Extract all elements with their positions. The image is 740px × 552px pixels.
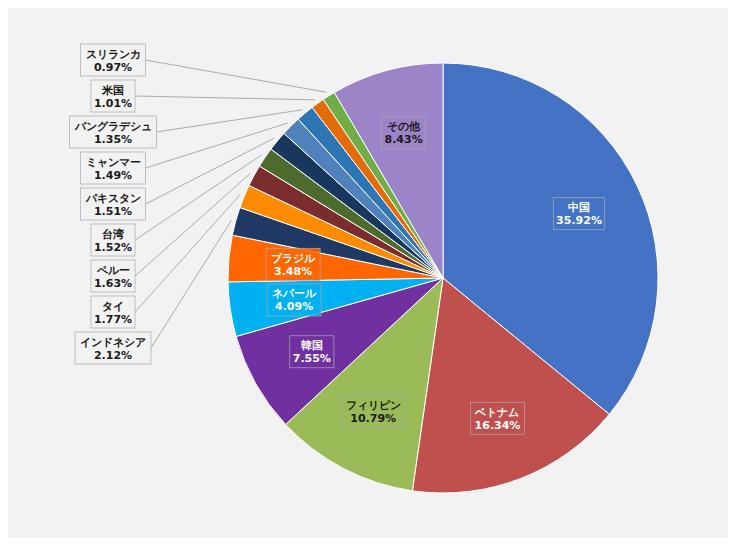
svg-text:ミャンマー1.49%: ミャンマー1.49%	[86, 156, 141, 182]
svg-text:米国1.01%: 米国1.01%	[94, 84, 132, 110]
svg-text:スリランカ0.97%: スリランカ0.97%	[86, 48, 141, 74]
svg-text:パキスタン1.51%: パキスタン1.51%	[85, 192, 141, 218]
svg-text:ブラジル3.48%: ブラジル3.48%	[271, 252, 316, 278]
svg-text:中国35.92%: 中国35.92%	[556, 201, 602, 227]
svg-text:ペルー1.63%: ペルー1.63%	[94, 264, 132, 290]
svg-text:フィリピン10.79%: フィリピン10.79%	[346, 399, 401, 425]
svg-text:その他8.43%: その他8.43%	[385, 120, 423, 146]
svg-text:バングラデシュ1.35%: バングラデシュ1.35%	[74, 120, 152, 146]
svg-text:インドネシア2.12%: インドネシア2.12%	[80, 336, 146, 362]
svg-text:ネパール4.09%: ネパール4.09%	[272, 287, 317, 313]
svg-text:台湾1.52%: 台湾1.52%	[94, 228, 132, 254]
svg-text:ベトナム16.34%: ベトナム16.34%	[474, 406, 520, 432]
svg-text:タイ1.77%: タイ1.77%	[94, 300, 132, 326]
svg-text:韓国7.55%: 韓国7.55%	[293, 339, 331, 365]
